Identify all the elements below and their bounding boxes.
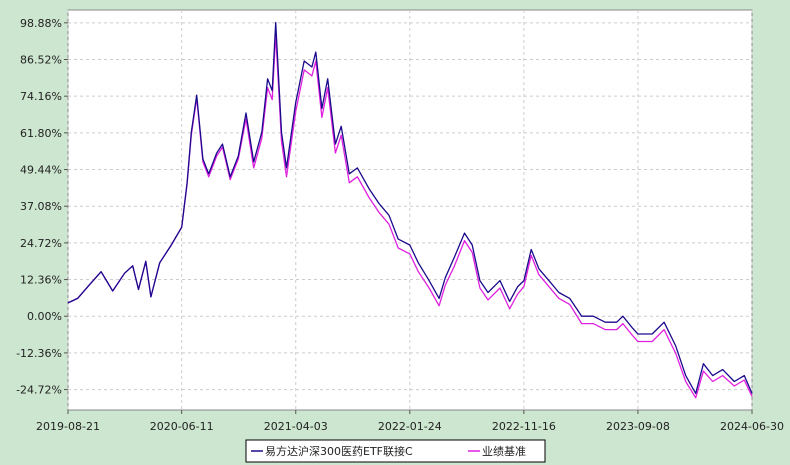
x-tick-label: 2019-08-21 bbox=[36, 420, 100, 433]
y-tick-label: 37.08% bbox=[20, 200, 62, 213]
y-tick-label: -24.72% bbox=[16, 384, 62, 397]
y-tick-label: 24.72% bbox=[20, 237, 62, 250]
y-tick-label: 12.36% bbox=[20, 274, 62, 287]
y-tick-label: -12.36% bbox=[16, 347, 62, 360]
legend-label-fund: 易方达沪深300医药ETF联接C bbox=[265, 444, 413, 458]
y-tick-label: 98.88% bbox=[20, 17, 62, 30]
y-axis: 98.88% 86.52% 74.16% 61.80% 49.44% 37.08% 24.7… bbox=[16, 17, 68, 397]
y-tick-label: 49.44% bbox=[20, 164, 62, 177]
legend: 易方达沪深300医药ETF联接C 业绩基准 bbox=[245, 439, 546, 463]
y-tick-label: 86.52% bbox=[20, 53, 62, 66]
legend-box bbox=[245, 439, 546, 463]
x-tick-label: 2021-04-03 bbox=[264, 420, 328, 433]
y-tick-label: 61.80% bbox=[20, 127, 62, 140]
series-layer bbox=[67, 21, 753, 399]
x-tick-label: 2022-01-24 bbox=[378, 420, 442, 433]
gridlines bbox=[67, 10, 753, 410]
legend-label-benchmark: 业绩基准 bbox=[482, 445, 526, 458]
series-line-fund bbox=[67, 21, 753, 395]
x-tick-label: 2024-06-30 bbox=[720, 420, 784, 433]
y-tick-label: 74.16% bbox=[20, 90, 62, 103]
x-tick-label: 2020-06-11 bbox=[150, 420, 214, 433]
x-tick-label: 2023-09-08 bbox=[606, 420, 670, 433]
x-tick-label: 2022-11-16 bbox=[492, 420, 556, 433]
y-tick-label: 0.00% bbox=[27, 310, 62, 323]
x-axis: 2019-08-21 2020-06-11 2021-04-03 2022-01-24… bbox=[36, 410, 784, 433]
